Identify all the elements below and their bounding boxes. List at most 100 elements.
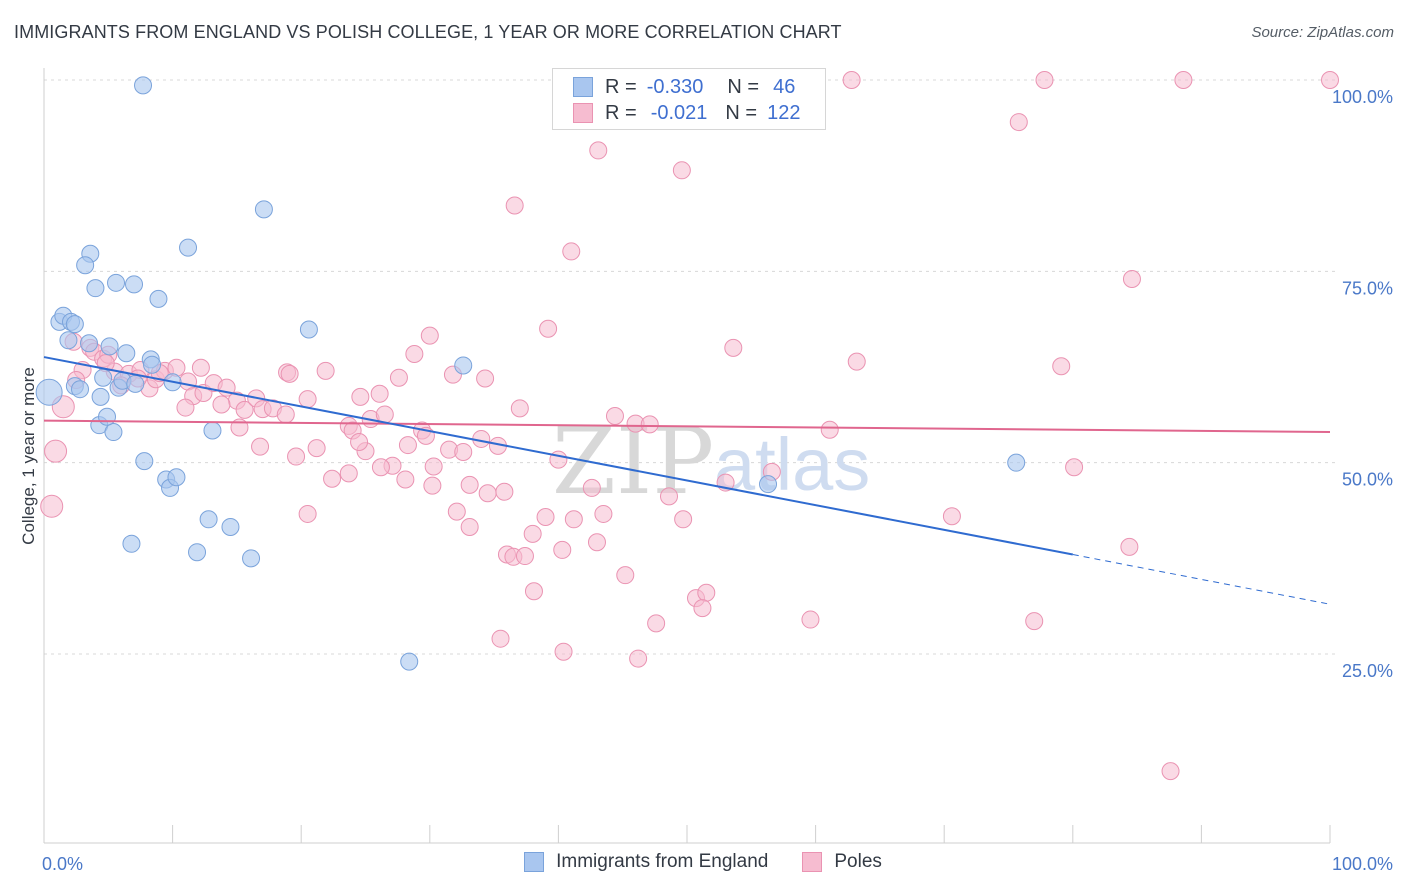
point-immigrants-from-england	[1007, 453, 1026, 472]
point-poles	[460, 517, 479, 536]
point-poles	[524, 582, 543, 601]
point-poles	[424, 457, 443, 476]
point-immigrants-from-england	[254, 200, 273, 219]
legend-item-england[interactable]: Immigrants from England	[524, 851, 768, 873]
point-poles	[298, 504, 317, 523]
point-poles	[40, 494, 64, 518]
point-poles	[495, 482, 514, 501]
point-poles	[847, 352, 866, 371]
legend-swatch-england	[573, 77, 593, 97]
trend-line-poles	[43, 419, 1331, 434]
tick-labels: 25.0% 50.0% 75.0% 100.0% 0.0% 100.0%	[42, 87, 1393, 874]
legend-label-england: Immigrants from England	[556, 851, 769, 872]
point-poles	[564, 510, 583, 529]
point-poles	[280, 364, 299, 383]
point-poles	[476, 369, 495, 388]
point-poles	[842, 71, 861, 89]
point-poles	[491, 629, 510, 648]
point-poles	[1161, 762, 1180, 781]
trend-line-immigrants-from-england	[43, 356, 1073, 556]
point-poles	[562, 242, 581, 261]
point-poles	[942, 507, 961, 526]
point-poles	[554, 642, 573, 661]
y-tick-label: 50.0%	[1342, 470, 1393, 490]
point-poles	[536, 508, 555, 527]
point-poles	[350, 433, 369, 452]
point-immigrants-from-england	[122, 534, 141, 553]
point-poles	[510, 399, 529, 418]
legend-swatch-poles	[802, 852, 823, 872]
legend-swatch-england	[524, 852, 545, 872]
point-poles	[647, 614, 666, 633]
point-poles	[423, 476, 442, 495]
point-poles	[396, 470, 415, 489]
point-poles	[587, 533, 606, 552]
legend-r-value: -0.021	[650, 101, 708, 124]
point-poles	[176, 398, 195, 417]
legend-row-poles: R = -0.021 N = 122	[573, 101, 800, 125]
point-immigrants-from-england	[86, 279, 105, 298]
point-poles	[1052, 357, 1071, 376]
point-poles	[235, 400, 254, 419]
watermark-atlas: atlas	[714, 423, 870, 506]
point-immigrants-from-england	[143, 355, 162, 374]
point-poles	[820, 420, 839, 439]
point-poles	[594, 504, 613, 523]
legend-row-england: R = -0.330 N = 46	[573, 75, 795, 99]
point-immigrants-from-england	[71, 380, 90, 399]
series-immigrants-from-england	[35, 76, 1026, 671]
point-poles	[351, 387, 370, 406]
point-poles	[1025, 612, 1044, 631]
point-immigrants-from-england	[107, 273, 126, 292]
legend-r-value: -0.330	[646, 75, 704, 98]
point-immigrants-from-england	[98, 407, 117, 426]
point-poles	[640, 415, 659, 434]
point-poles	[276, 405, 295, 424]
legend-swatch-poles	[573, 103, 593, 123]
legend-r-label: R =	[605, 101, 637, 124]
point-poles	[398, 436, 417, 455]
point-immigrants-from-england	[80, 334, 99, 353]
legend-label-poles: Poles	[834, 851, 882, 872]
source-label: Source: ZipAtlas.com	[1251, 24, 1394, 41]
x-tick-label: 100.0%	[1332, 854, 1393, 874]
point-poles	[307, 439, 326, 458]
point-immigrants-from-england	[188, 543, 207, 562]
point-immigrants-from-england	[104, 423, 123, 442]
point-immigrants-from-england	[134, 76, 153, 95]
point-immigrants-from-england	[35, 378, 63, 406]
point-poles	[191, 358, 210, 377]
y-axis-title: College, 1 year or more	[19, 367, 38, 545]
point-poles	[672, 161, 691, 180]
legend-item-poles[interactable]: Poles	[802, 851, 882, 873]
point-immigrants-from-england	[199, 510, 218, 529]
legend-n-label: N =	[727, 75, 760, 98]
point-poles	[693, 599, 712, 618]
series-poles	[40, 71, 1339, 781]
legend-r-label: R =	[605, 75, 637, 98]
point-poles	[674, 510, 693, 529]
point-poles	[44, 439, 68, 463]
point-poles	[1321, 71, 1339, 89]
y-tick-label: 25.0%	[1342, 661, 1393, 681]
point-poles	[478, 484, 497, 503]
point-immigrants-from-england	[454, 356, 473, 375]
point-immigrants-from-england	[135, 452, 154, 471]
point-poles	[447, 502, 466, 521]
point-immigrants-from-england	[759, 475, 778, 494]
x-tick-label: 0.0%	[42, 854, 83, 874]
point-poles	[724, 338, 743, 357]
legend-n-label: N =	[725, 101, 758, 124]
point-poles	[251, 437, 270, 456]
point-poles	[515, 547, 534, 566]
point-poles	[1174, 71, 1193, 89]
point-immigrants-from-england	[125, 275, 144, 294]
point-poles	[801, 610, 820, 629]
point-poles	[605, 406, 624, 425]
point-poles	[659, 487, 678, 506]
watermark: ZIP atlas	[552, 408, 870, 515]
point-poles	[1009, 113, 1028, 132]
point-poles	[454, 442, 473, 461]
point-immigrants-from-england	[299, 320, 318, 339]
